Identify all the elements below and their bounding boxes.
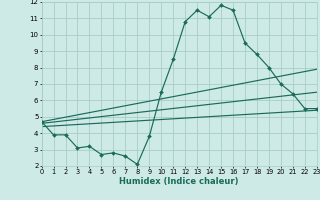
X-axis label: Humidex (Indice chaleur): Humidex (Indice chaleur) xyxy=(119,177,239,186)
